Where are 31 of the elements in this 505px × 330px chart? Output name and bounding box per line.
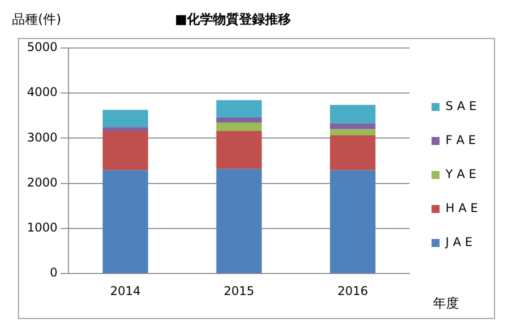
y-axis-title: 品種(件) — [12, 12, 62, 28]
x-tick-label: 2016 — [337, 284, 368, 298]
bar — [216, 122, 262, 132]
legend-label: H A E — [446, 201, 478, 216]
bar — [330, 129, 376, 136]
bar — [102, 131, 148, 170]
bar — [216, 131, 262, 169]
y-tick-label: 4000 — [26, 85, 58, 100]
y-tick-label: 3000 — [26, 130, 58, 144]
bar — [330, 135, 376, 170]
bar — [216, 100, 262, 118]
legend-label: J A E — [444, 235, 473, 250]
bar — [102, 127, 148, 132]
x-tick-label: 2014 — [110, 284, 141, 298]
bar — [330, 104, 376, 124]
bar — [330, 170, 376, 274]
y-tick-label: 0 — [50, 266, 58, 280]
y-tick-label: 5000 — [26, 40, 58, 54]
x-axis-title: 年度 — [433, 295, 459, 312]
legend-label: Y A E — [444, 167, 476, 182]
x-tick-label: 2015 — [224, 284, 254, 298]
legend-label: S A E — [446, 99, 477, 114]
bar — [102, 170, 148, 274]
legend-label: F A E — [446, 133, 476, 148]
bar — [216, 117, 262, 122]
y-tick-label: 1000 — [26, 220, 58, 235]
chart-title: ■化学物質登録推移 — [174, 11, 292, 28]
bar — [330, 123, 376, 130]
bar — [216, 168, 262, 274]
bar — [102, 110, 148, 128]
y-tick-label: 2000 — [26, 175, 58, 190]
